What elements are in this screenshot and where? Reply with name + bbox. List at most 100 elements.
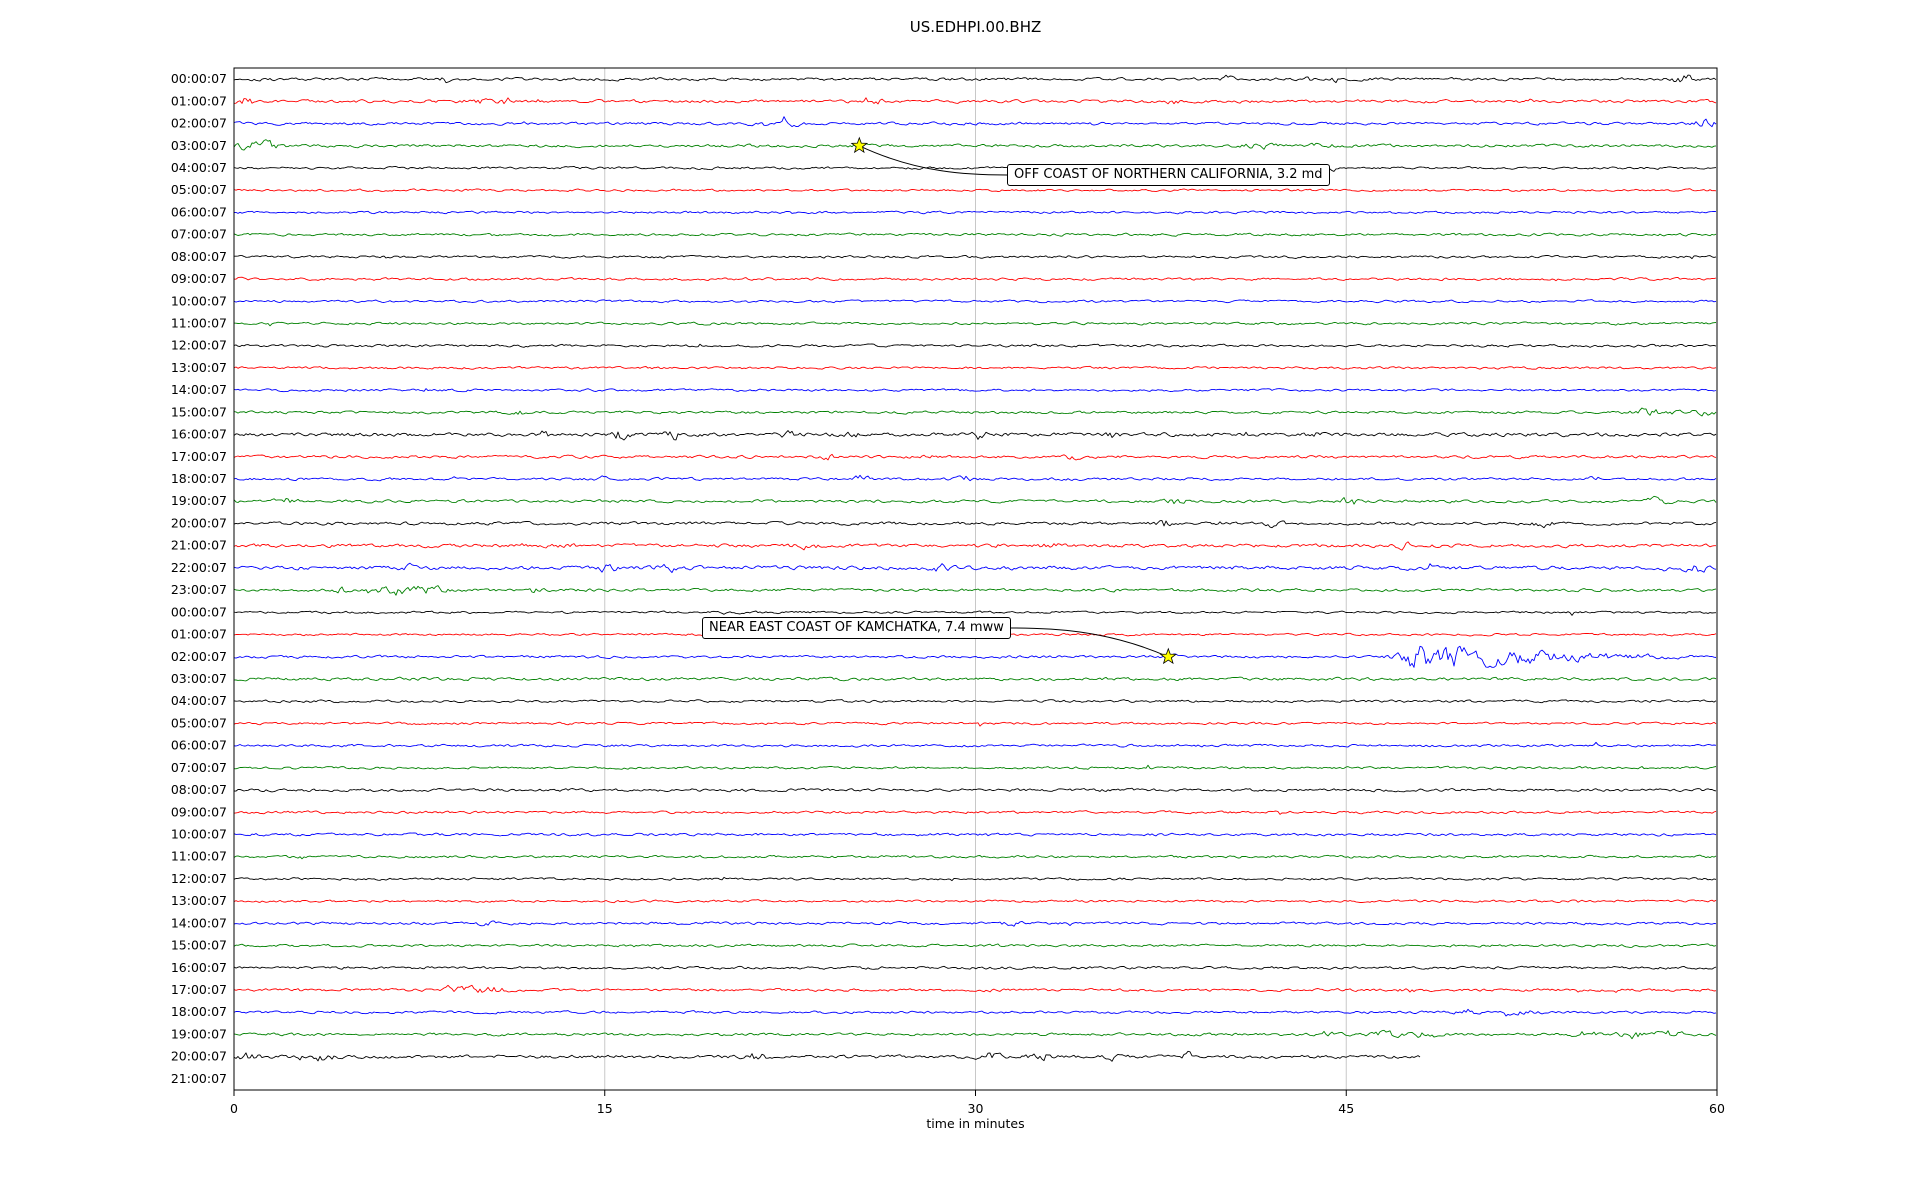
trace-row xyxy=(233,495,1717,505)
x-axis: 0 15 30 45 60 xyxy=(230,1090,1725,1116)
trace-row xyxy=(233,74,1717,84)
row-label: 06:00:07 xyxy=(171,738,227,753)
trace-row xyxy=(233,854,1717,860)
grid-lines xyxy=(604,68,1347,1090)
x-tick-label: 60 xyxy=(1709,1101,1725,1116)
trace-row xyxy=(233,365,1717,370)
row-label: 19:00:07 xyxy=(171,493,227,508)
row-label: 22:00:07 xyxy=(171,560,227,575)
trace-row xyxy=(233,188,1717,193)
row-label: 08:00:07 xyxy=(171,249,227,264)
trace-row xyxy=(233,965,1717,970)
row-label: 03:00:07 xyxy=(171,671,227,686)
trace-row xyxy=(233,610,1717,616)
trace-row xyxy=(233,787,1717,793)
trace-row xyxy=(233,876,1717,882)
trace-row xyxy=(233,453,1717,461)
trace-row xyxy=(234,254,1717,260)
x-tick-label: 15 xyxy=(597,1101,613,1116)
x-axis-label: time in minutes xyxy=(926,1116,1025,1131)
row-label: 10:00:07 xyxy=(171,293,227,308)
trace-row xyxy=(233,1008,1717,1017)
trace-row xyxy=(233,741,1717,748)
trace-row xyxy=(233,943,1717,948)
row-label: 16:00:07 xyxy=(171,960,227,975)
trace-row xyxy=(233,764,1717,770)
trace-row xyxy=(233,676,1717,682)
trace-row xyxy=(233,562,1717,574)
trace-row xyxy=(233,1029,1717,1040)
row-label: 05:00:07 xyxy=(171,715,227,730)
trace-row xyxy=(233,116,1717,128)
trace-row xyxy=(233,474,1717,482)
event-annotation: NEAR EAST COAST OF KAMCHATKA, 7.4 mww xyxy=(702,617,1011,639)
row-label: 17:00:07 xyxy=(171,982,227,997)
trace-row xyxy=(233,645,1717,668)
row-label: 10:00:07 xyxy=(171,827,227,842)
row-label: 01:00:07 xyxy=(171,93,227,108)
event-connector xyxy=(859,145,1008,176)
row-label: 00:00:07 xyxy=(171,604,227,619)
chart-title: US.EDHPI.00.BHZ xyxy=(909,18,1042,36)
row-label: 11:00:07 xyxy=(171,849,227,864)
x-tick-label: 45 xyxy=(1338,1101,1354,1116)
row-label: 08:00:07 xyxy=(171,782,227,797)
trace-row xyxy=(233,276,1717,282)
trace-row xyxy=(233,407,1717,417)
trace-row xyxy=(233,920,1717,927)
row-label: 16:00:07 xyxy=(171,427,227,442)
row-label: 15:00:07 xyxy=(171,938,227,953)
row-label: 04:00:07 xyxy=(171,693,227,708)
row-label: 17:00:07 xyxy=(171,449,227,464)
trace-row xyxy=(233,721,1717,727)
row-label: 06:00:07 xyxy=(171,204,227,219)
trace-row xyxy=(233,343,1717,348)
trace-row xyxy=(233,210,1717,215)
trace-row xyxy=(233,165,1717,172)
trace-row xyxy=(233,899,1717,904)
row-label: 19:00:07 xyxy=(171,1027,227,1042)
row-label: 18:00:07 xyxy=(171,1004,227,1019)
trace-row xyxy=(233,1050,1421,1062)
row-label: 05:00:07 xyxy=(171,182,227,197)
row-label: 14:00:07 xyxy=(171,915,227,930)
row-label: 23:00:07 xyxy=(171,582,227,597)
row-label: 04:00:07 xyxy=(171,160,227,175)
x-tick-label: 30 xyxy=(968,1101,984,1116)
y-axis-labels: 00:00:07 01:00:07 02:00:07 03:00:07 04:00:07… xyxy=(171,71,227,1086)
row-label: 20:00:07 xyxy=(171,1049,227,1064)
row-label: 03:00:07 xyxy=(171,138,227,153)
trace-row xyxy=(233,832,1717,837)
row-label: 01:00:07 xyxy=(171,627,227,642)
trace-row xyxy=(233,430,1717,441)
trace-row xyxy=(233,139,1717,151)
trace-row xyxy=(233,810,1717,815)
trace-row xyxy=(233,585,1717,596)
event-star-icon xyxy=(850,136,868,154)
row-label: 09:00:07 xyxy=(171,271,227,286)
row-label: 09:00:07 xyxy=(171,804,227,819)
event-connector xyxy=(1010,627,1169,658)
event-star-icon xyxy=(1159,647,1178,665)
x-tick-label: 0 xyxy=(230,1101,238,1116)
row-label: 14:00:07 xyxy=(171,382,227,397)
row-label: 13:00:07 xyxy=(171,360,227,375)
row-label: 02:00:07 xyxy=(171,649,227,664)
trace-row xyxy=(233,388,1717,393)
row-label: 21:00:07 xyxy=(171,538,227,553)
trace-row xyxy=(233,97,1717,105)
event-annotation: OFF COAST OF NORTHERN CALIFORNIA, 3.2 md xyxy=(1007,164,1330,186)
row-label: 15:00:07 xyxy=(171,404,227,419)
row-label: 20:00:07 xyxy=(171,516,227,531)
row-label: 18:00:07 xyxy=(171,471,227,486)
row-label: 11:00:07 xyxy=(171,316,227,331)
trace-row xyxy=(233,541,1716,551)
row-label: 02:00:07 xyxy=(171,116,227,131)
row-label: 00:00:07 xyxy=(171,71,227,86)
trace-row xyxy=(233,520,1717,529)
row-label: 12:00:07 xyxy=(171,871,227,886)
row-label: 07:00:07 xyxy=(171,227,227,242)
